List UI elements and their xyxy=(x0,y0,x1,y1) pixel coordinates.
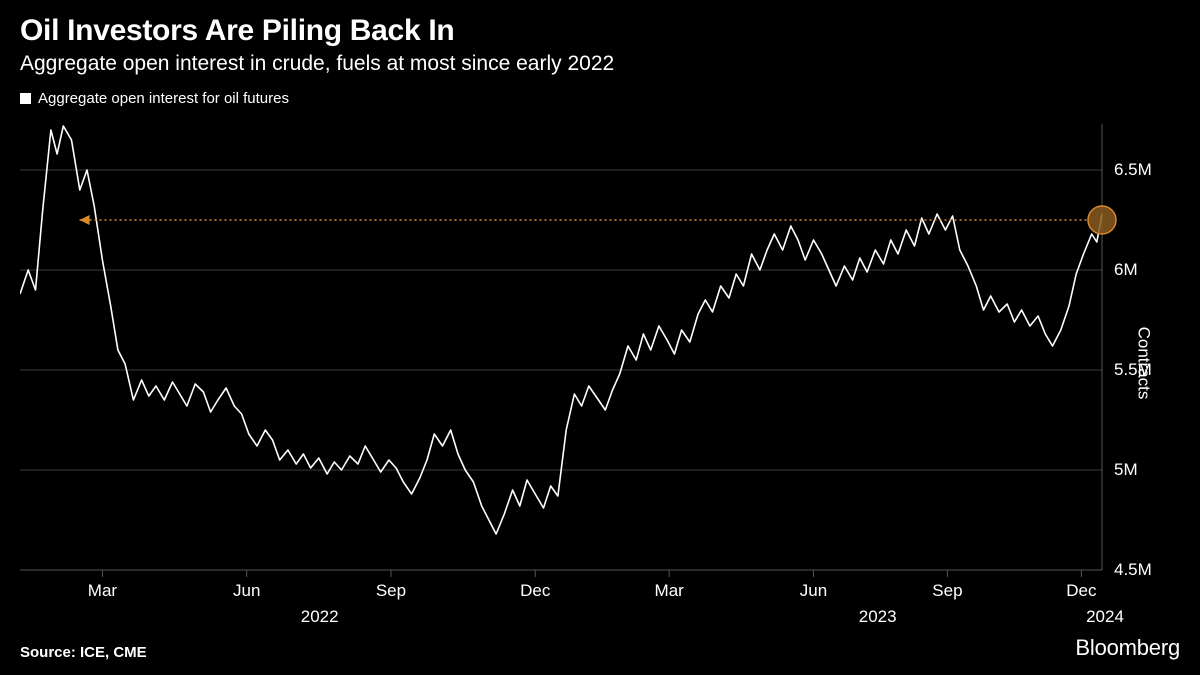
reference-arrow-icon xyxy=(80,215,90,225)
series-line xyxy=(20,126,1102,534)
chart-footer: Source: ICE, CME Bloomberg xyxy=(20,635,1180,661)
chart-subtitle: Aggregate open interest in crude, fuels … xyxy=(0,52,1200,84)
x-axis-year-row: 202220232024 xyxy=(20,607,1105,629)
x-tick-label: Sep xyxy=(376,581,406,600)
brand-text: Bloomberg xyxy=(1075,635,1180,661)
chart-legend: Aggregate open interest for oil futures xyxy=(0,84,1200,113)
x-tick-label: Dec xyxy=(1066,581,1097,600)
highlight-point xyxy=(1088,206,1116,234)
x-year-label: 2024 xyxy=(1086,607,1124,627)
chart-title: Oil Investors Are Piling Back In xyxy=(0,0,1200,52)
legend-label: Aggregate open interest for oil futures xyxy=(38,90,289,107)
x-tick-label: Mar xyxy=(655,581,685,600)
y-tick-label: 6M xyxy=(1114,260,1138,279)
y-axis-title: Contracts xyxy=(1134,326,1154,399)
x-tick-label: Jun xyxy=(800,581,827,600)
x-tick-label: Jun xyxy=(233,581,260,600)
x-tick-label: Sep xyxy=(932,581,962,600)
line-chart-svg: 4.5M5M5.5M6M6.5MMarJunSepDecMarJunSepDec xyxy=(20,122,1180,603)
x-year-label: 2023 xyxy=(859,607,897,627)
source-text: Source: ICE, CME xyxy=(20,644,147,661)
chart-area: 4.5M5M5.5M6M6.5MMarJunSepDecMarJunSepDec… xyxy=(20,122,1180,603)
legend-marker-icon xyxy=(20,93,31,104)
y-tick-label: 5M xyxy=(1114,460,1138,479)
x-year-label: 2022 xyxy=(301,607,339,627)
x-tick-label: Mar xyxy=(88,581,118,600)
y-tick-label: 4.5M xyxy=(1114,560,1152,579)
x-tick-label: Dec xyxy=(520,581,551,600)
y-tick-label: 6.5M xyxy=(1114,160,1152,179)
